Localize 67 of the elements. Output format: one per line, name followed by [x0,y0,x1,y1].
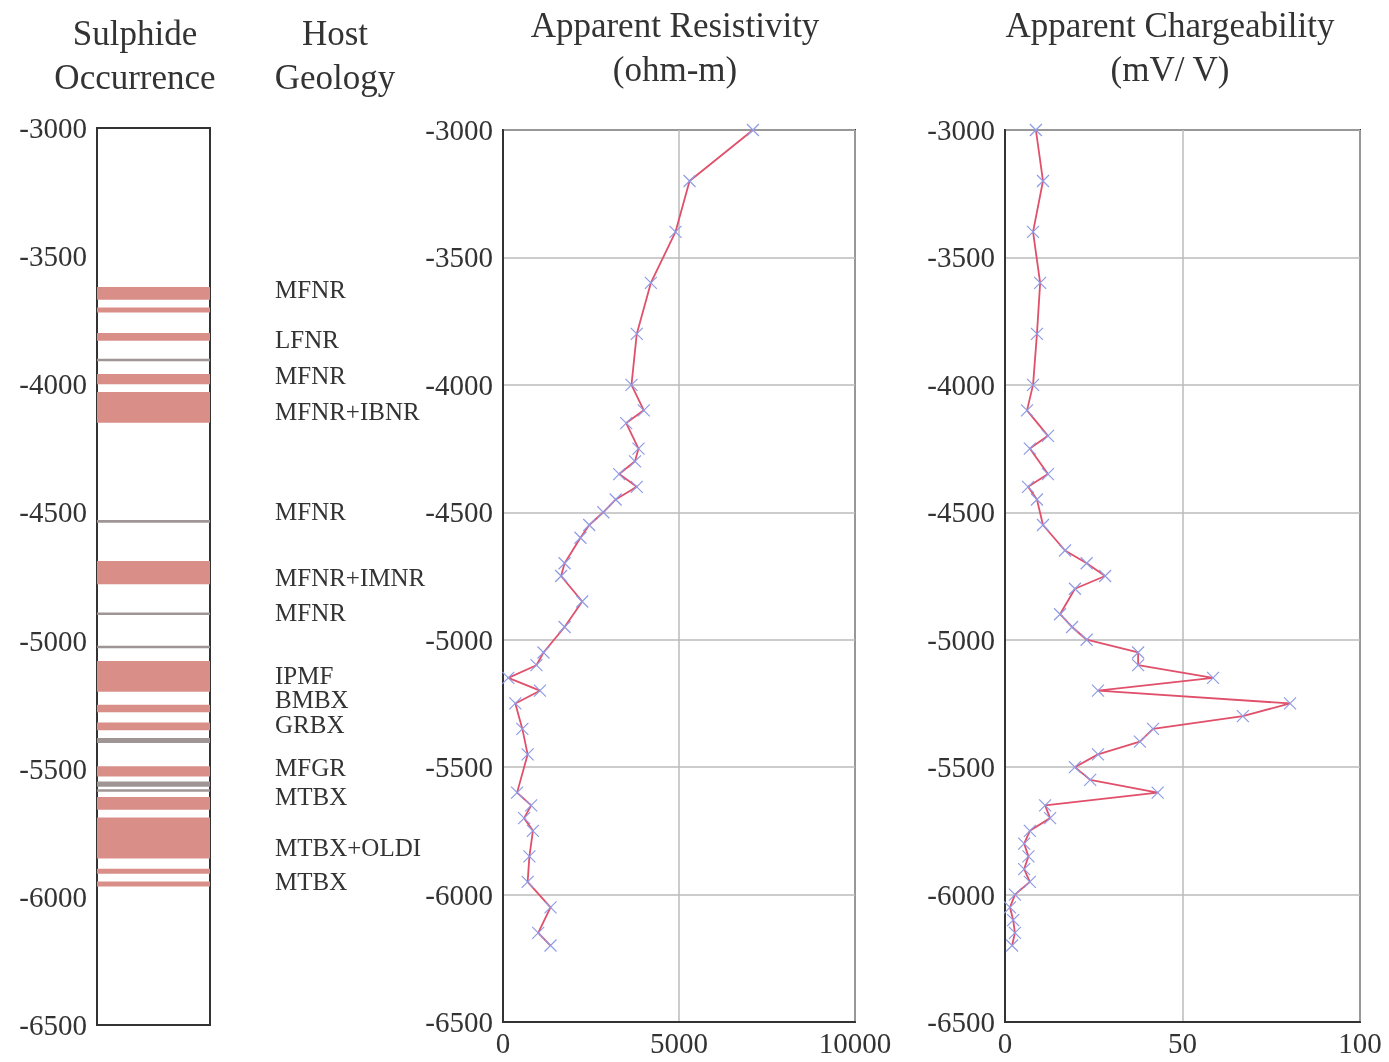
chart-title: Apparent Resistivity (ohm-m) [529,5,821,91]
y-tick-label: -4000 [19,368,87,401]
y-tick-label: -4500 [927,496,995,529]
bar [97,881,210,887]
annotation: BMBX [275,686,349,713]
annotation: MFNR+IBNR [275,398,421,425]
annotation: GRBX [275,711,345,738]
y-tick-label: -3500 [425,241,493,274]
annotation: IPMF [275,662,334,689]
annotation: MFNR [275,362,347,389]
bar [97,520,210,523]
chart-title: Sulphide Occurrence [53,13,217,99]
y-tick-label: -6500 [19,1009,87,1041]
annotation: MTBX [275,868,348,895]
bar [97,391,210,423]
y-tick-label: -5500 [425,751,493,784]
y-tick-label: -4500 [425,496,493,529]
y-tick-label: -6000 [425,878,493,911]
y-tick-label: -4000 [425,368,493,401]
y-tick-label: -4000 [927,368,995,401]
bar [97,704,210,713]
bar [97,333,210,341]
y-tick-label: -3000 [927,114,995,146]
y-tick-label: -3500 [927,241,995,274]
y-tick-label: -3000 [425,114,493,146]
x-tick-label: 10000 [818,1026,892,1059]
text: Host Geology [273,13,397,99]
y-tick-label: -6500 [927,1006,995,1038]
bar [97,374,210,385]
bar [97,868,210,874]
y-tick-label: -4500 [19,496,87,529]
annotation: MFGR [275,754,347,781]
bar [97,286,210,300]
y-tick-label: -5500 [19,752,87,785]
y-tick-label: -5000 [19,624,87,657]
bar [97,661,210,692]
bar [97,722,210,731]
y-tick-label: -3000 [19,112,87,144]
bar [97,796,210,810]
y-tick-label: -5000 [927,623,995,656]
bar [97,612,210,615]
annotation: MTBX+OLDI [275,834,422,861]
bar [97,766,210,777]
bar [97,781,210,787]
annotation: MFNR [275,276,347,303]
bar [97,737,210,744]
bar [97,789,210,792]
y-tick-label: -5000 [425,623,493,656]
y-tick-label: -5500 [927,751,995,784]
annotation: LFNR [275,326,340,353]
x-tick-label: 0 [495,1026,511,1059]
annotation: MFNR+IMNR [275,564,426,591]
bar [97,307,210,313]
y-tick-label: -3500 [19,240,87,273]
annotation: MTBX [275,783,348,810]
y-tick-label: -6000 [927,878,995,911]
annotation: MFNR [275,498,347,525]
bar [97,817,210,859]
x-tick-label: 100 [1338,1026,1382,1059]
y-tick-label: -6000 [19,880,87,913]
chart-title: Apparent Chargeability (mV/ V) [1004,5,1336,91]
y-tick-label: -6500 [425,1006,493,1038]
x-tick-label: 0 [997,1026,1013,1059]
x-tick-label: 50 [1168,1026,1197,1059]
bar [97,561,210,585]
x-tick-label: 5000 [650,1026,708,1059]
annotation: MFNR [275,599,347,626]
